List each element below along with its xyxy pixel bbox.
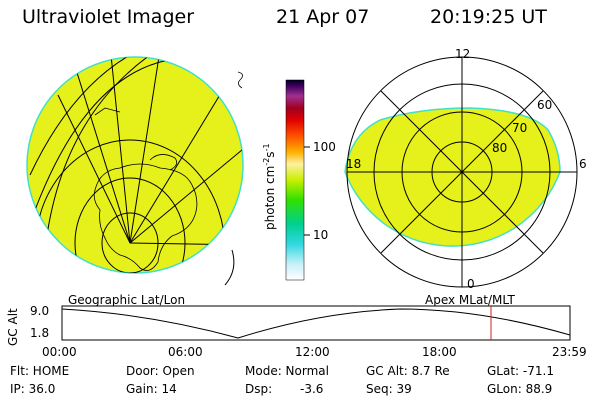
dsp-label: Dsp: xyxy=(245,382,273,396)
date-label: 21 Apr 07 xyxy=(276,6,370,28)
time-label: 20:19:25 UT xyxy=(430,6,547,28)
ip-status: IP: 36.0 xyxy=(10,382,56,396)
altplot-ylabel: GC Alt xyxy=(6,308,20,346)
mlt-12-label: 12 xyxy=(455,47,471,61)
geographic-label: Geographic Lat/Lon xyxy=(68,293,186,307)
dsp-value: -3.6 xyxy=(300,382,324,396)
mlt-18-label: 18 xyxy=(346,157,362,171)
gc-alt-status: GC Alt: 8.7 Re xyxy=(366,364,450,378)
mlt-0-label: 0 xyxy=(467,277,475,291)
mlt-6-label: 6 xyxy=(579,157,587,171)
altplot-ytick-1-8: 1.8 xyxy=(30,326,50,340)
geographic-panel xyxy=(26,56,244,286)
altitude-plot xyxy=(61,305,571,341)
mode-status: Mode: Normal xyxy=(245,364,329,378)
colorbar-unit-label: photon cm-2s-1 xyxy=(262,143,277,230)
mlat-60-label: 60 xyxy=(537,98,553,112)
door-status: Door: Open xyxy=(126,364,195,378)
app-title: Ultraviolet Imager xyxy=(22,6,195,28)
altplot-ytick-9: 9.0 xyxy=(30,304,50,318)
flight-status: Flt: HOME xyxy=(10,364,70,378)
mlat-70-label: 70 xyxy=(512,121,528,135)
glon-status: GLon: 88.9 xyxy=(487,382,553,396)
colorbar-tick-10: 10 xyxy=(313,228,329,242)
seq-status: Seq: 39 xyxy=(366,382,412,396)
mlat-80-label: 80 xyxy=(492,141,508,155)
altplot-xtick-1800: 18:00 xyxy=(422,345,457,359)
colorbar xyxy=(285,79,310,281)
altplot-xtick-2359: 23:59 xyxy=(552,345,587,359)
polar-panel xyxy=(344,56,578,288)
altplot-xtick-0000: 00:00 xyxy=(42,345,77,359)
apex-label: Apex MLat/MLT xyxy=(425,293,515,307)
glat-status: GLat: -71.1 xyxy=(487,364,554,378)
gain-status: Gain: 14 xyxy=(126,382,177,396)
altplot-xtick-0600: 06:00 xyxy=(168,345,203,359)
colorbar-tick-100: 100 xyxy=(313,140,336,154)
altplot-xtick-1200: 12:00 xyxy=(295,345,330,359)
